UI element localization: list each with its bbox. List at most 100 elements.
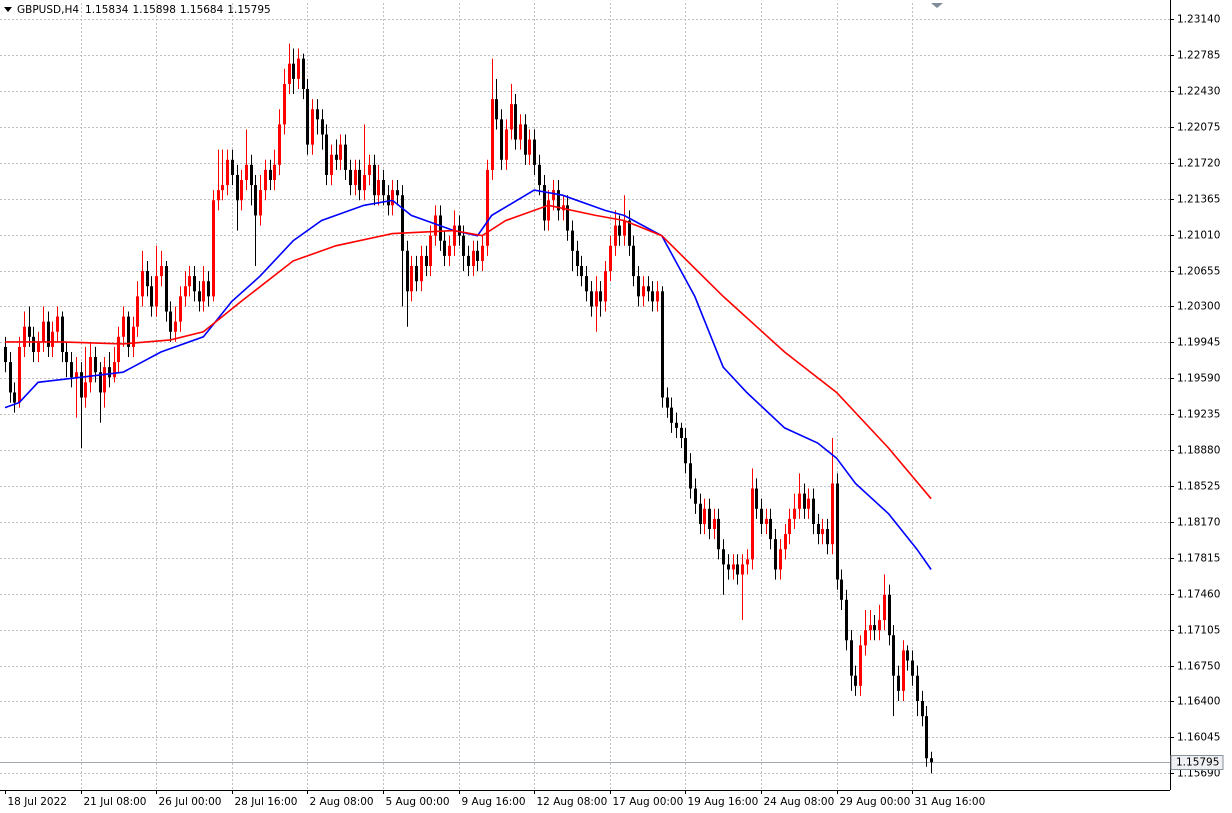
candle-body [651,291,654,302]
price-label: 1.15795 [1176,757,1219,769]
x-tick-label: 21 Jul 08:00 [84,796,147,808]
candle-body [250,164,253,186]
candle-body [666,397,669,408]
x-tick-label: 2 Aug 08:00 [310,796,374,808]
candle-body [642,286,645,297]
y-tick-label: 1.19590 [1177,373,1220,385]
candle-body [689,463,692,489]
candle-body [382,180,385,196]
candle-body [37,341,40,352]
x-tick-label: 17 Aug 00:00 [613,796,684,808]
candle-body [184,286,187,297]
candle-body [103,367,106,393]
candle-body [916,675,919,701]
symbol: GBPUSD,H4 [17,4,79,16]
candle-body [845,599,848,641]
candle-body [821,529,824,535]
candle-body [930,758,933,763]
candle-body [297,58,300,79]
candle-body [675,422,678,428]
candle-body [321,119,324,135]
candle-body [769,518,772,540]
candle-body [415,266,418,282]
candle-body [406,250,409,292]
candle-body [429,235,432,267]
candle-body [628,220,631,246]
price-label-box [1170,755,1224,770]
candle-body [231,159,234,175]
y-tick-label: 1.16750 [1177,661,1220,673]
candle-body [807,498,810,509]
candle-body [396,190,399,196]
candle-body [198,291,201,302]
candle-body [306,88,309,145]
close-value: 1.15795 [227,4,270,16]
candle-body [779,549,782,570]
candle-body [240,180,243,201]
candle-body [259,190,262,216]
candle-body [425,255,428,267]
candle-body [99,372,102,393]
y-tick-label: 1.18525 [1177,481,1220,493]
candle-body [850,640,853,676]
candle-body [854,675,857,686]
candle-body [18,346,21,403]
candle-body [661,291,664,398]
candle-body [122,316,125,337]
y-tick-label: 1.21720 [1177,158,1220,170]
candle-body [377,180,380,196]
y-tick-label: 1.16045 [1177,732,1220,744]
candle-body [746,559,749,565]
candle-body [117,336,120,363]
candle-body [434,215,437,236]
y-tick-label: 1.23140 [1177,14,1220,26]
candle-body [207,281,210,297]
candle-body [453,225,456,246]
candle-body [75,372,78,378]
candle-body [28,326,31,337]
candle-body [278,124,281,165]
candle-body [193,276,196,292]
candle-body [566,205,569,231]
candle-body [113,362,116,378]
candle-body [467,255,470,267]
candle-body [56,316,59,332]
y-tick-label: 1.18170 [1177,517,1220,529]
candle-body [637,276,640,297]
header: GBPUSD,H4 1.15834 1.15898 1.15684 1.15795 [17,4,271,16]
candle-body [538,164,541,186]
y-tick-label: 1.22430 [1177,86,1220,98]
candle-body [604,271,607,302]
candle-body [599,291,602,302]
candle-body [165,266,168,312]
candle-body [458,225,461,236]
candle-body [505,129,508,160]
x-tick-label: 18 Jul 2022 [8,796,67,808]
candle-body [4,346,7,363]
menu-triangle[interactable] [4,7,12,12]
x-tick-label: 19 Aug 16:00 [688,796,759,808]
candle-body [245,164,248,181]
candle-body [410,266,413,292]
candle-body [543,185,546,221]
y-tick-label: 1.20655 [1177,266,1220,278]
candle-body [358,169,361,191]
candle-body [32,336,35,352]
candle-body [70,362,73,378]
y-tick-label: 1.15690 [1177,768,1220,780]
candle-body [273,164,276,181]
indicator-line [5,204,932,500]
candle-body [902,650,905,691]
candle-body [873,625,876,631]
candle-body [439,215,442,241]
candle-body [869,625,872,631]
candle-body [373,164,376,196]
candle-body [89,357,92,383]
y-tick-label: 1.17460 [1177,589,1220,601]
candle-body [217,190,220,201]
y-tick-label: 1.18880 [1177,445,1220,457]
candle-body [571,230,574,251]
candle-body [751,488,754,560]
candle-body [500,119,503,160]
